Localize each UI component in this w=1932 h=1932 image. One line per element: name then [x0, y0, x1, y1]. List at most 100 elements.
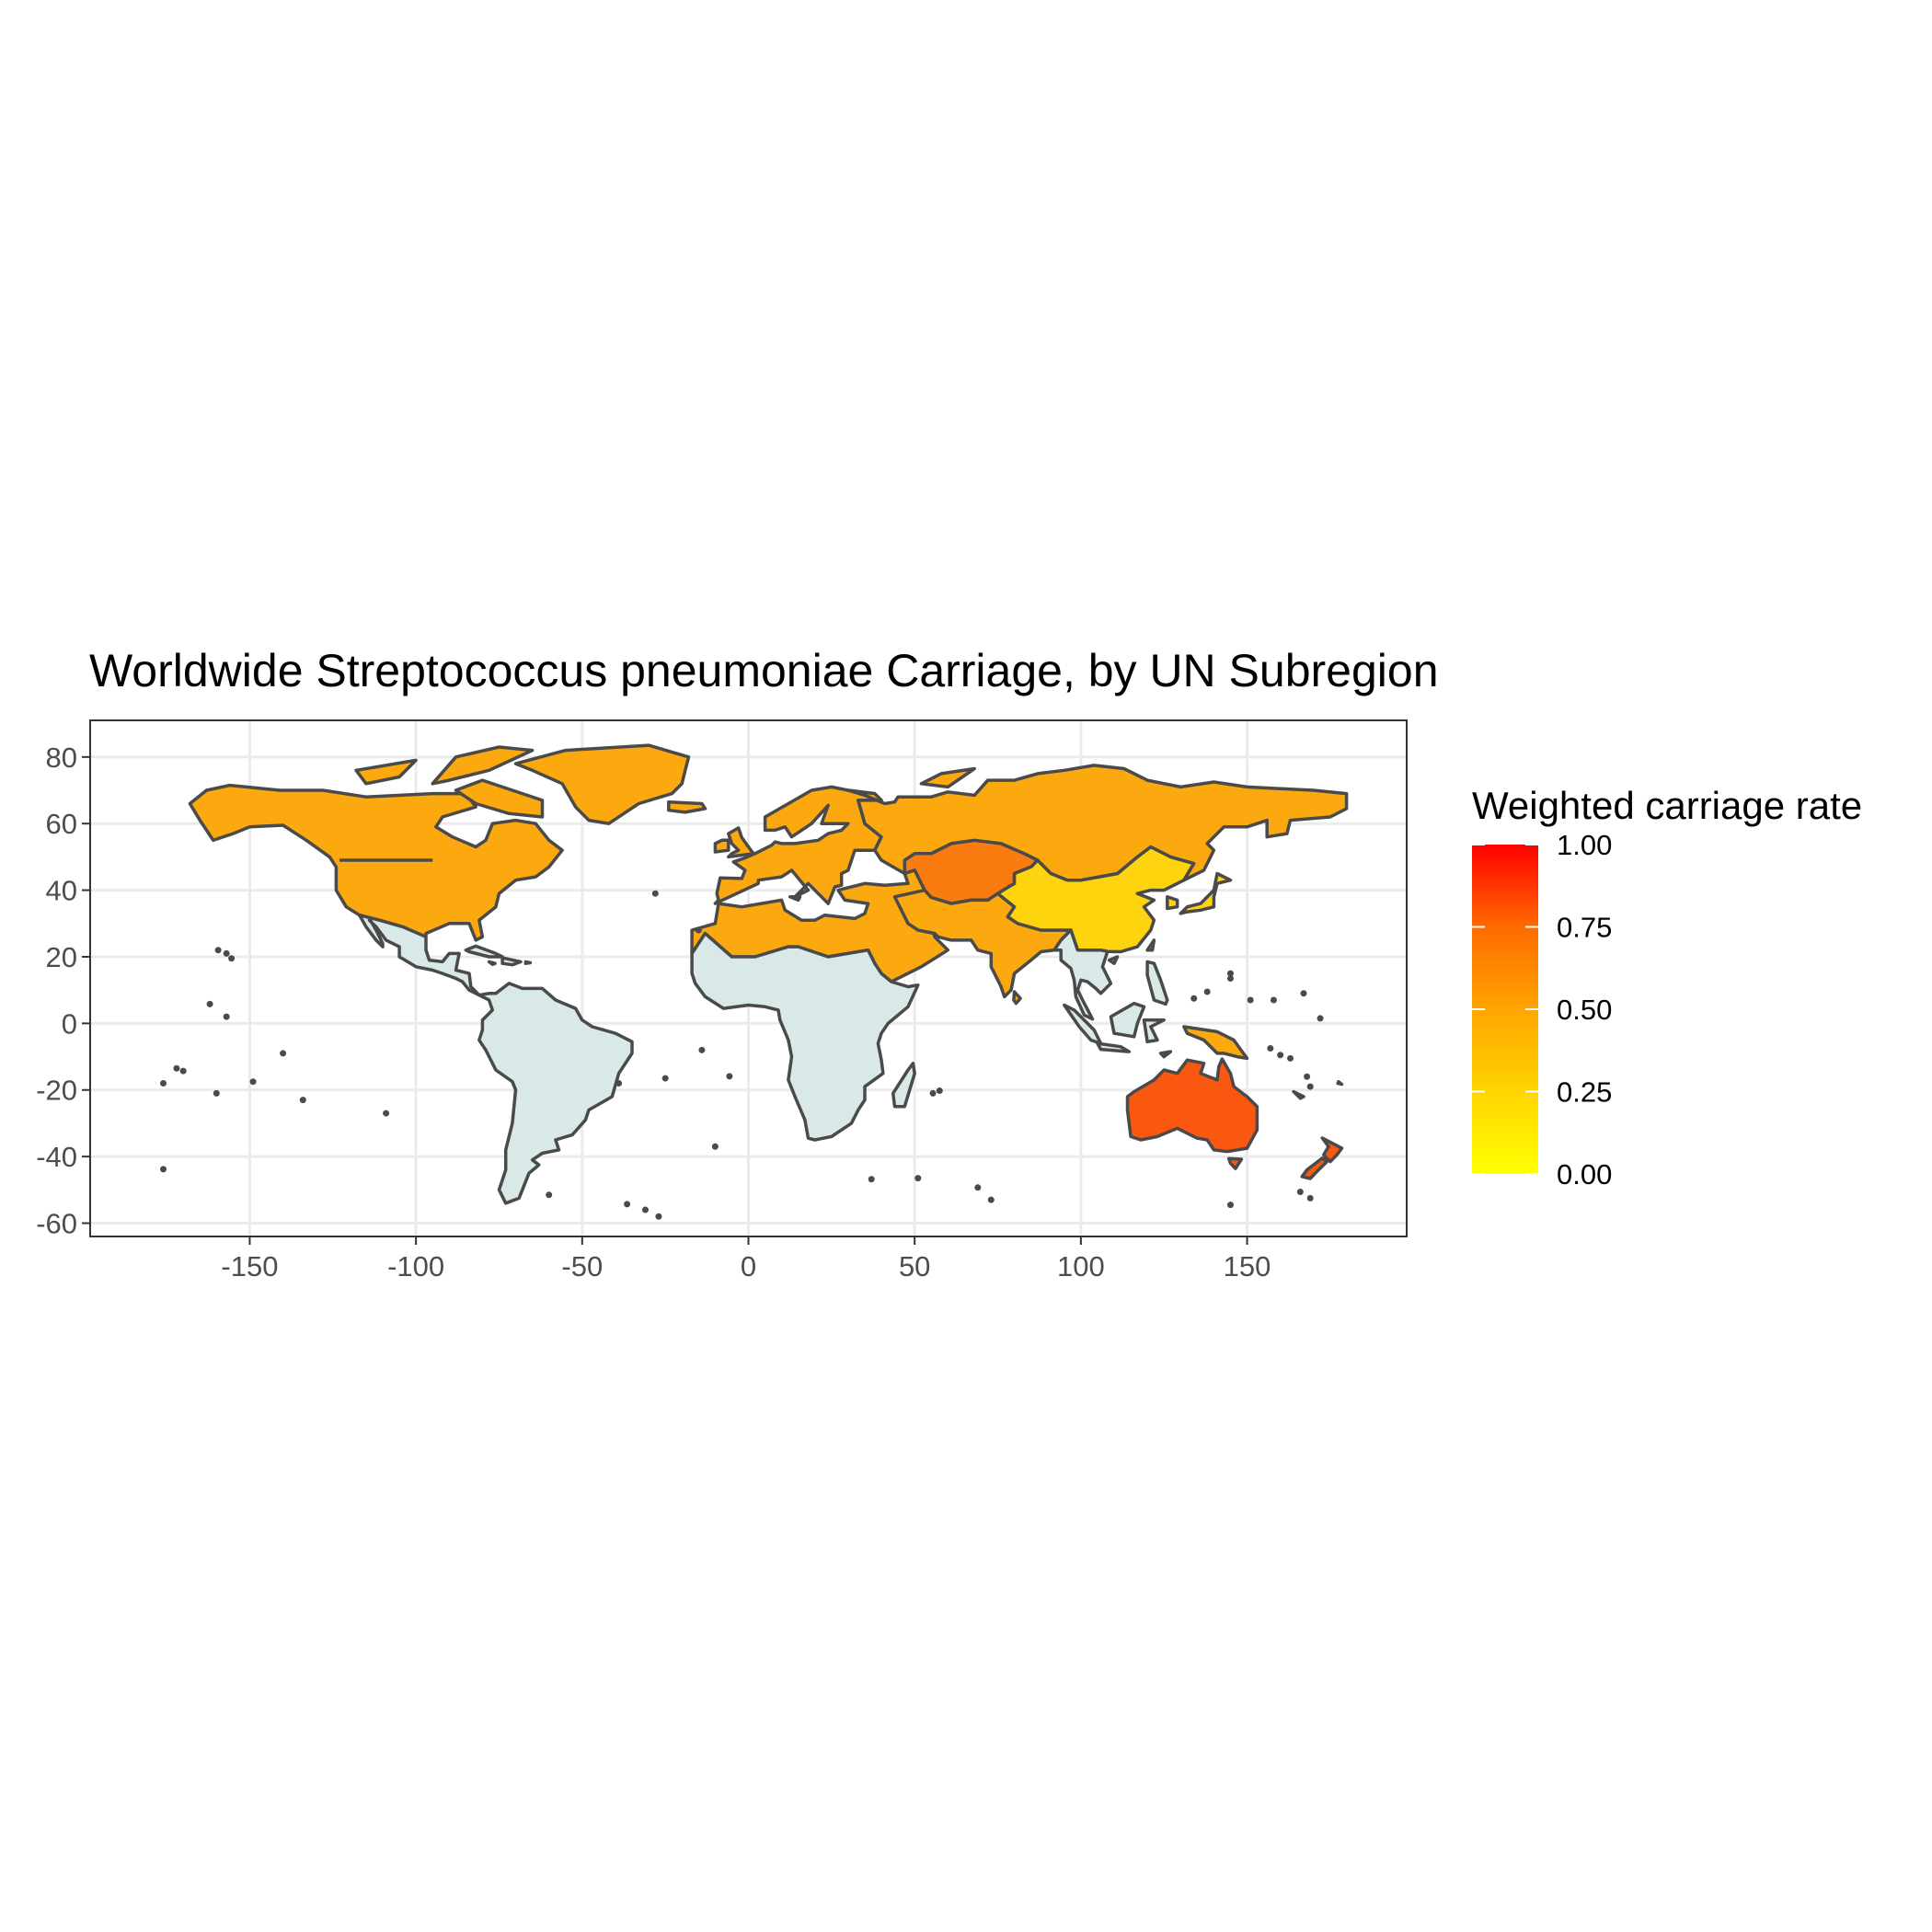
legend-label: 1.00 — [1557, 829, 1612, 861]
island-dot — [1270, 996, 1277, 1004]
island-dot — [698, 1046, 706, 1053]
y-tick-label: 40 — [46, 875, 77, 907]
region-eastern-asia — [1107, 955, 1120, 965]
region-australia-and-new-zealand — [1125, 1057, 1259, 1154]
x-tick-label: 0 — [741, 1250, 756, 1282]
island-dot — [179, 1067, 187, 1075]
y-tick-label: 0 — [62, 1007, 77, 1040]
island-dot — [223, 1013, 230, 1020]
island-dot — [615, 1080, 623, 1087]
island-dot — [299, 1097, 306, 1104]
region-latin-america-caribbean — [500, 956, 523, 967]
region-northern-america — [513, 743, 691, 825]
region-europe — [788, 895, 802, 903]
island-dot — [1203, 988, 1211, 995]
region-melanesia — [1292, 1089, 1305, 1100]
region-australia-and-new-zealand — [1300, 1156, 1329, 1180]
island-dot — [914, 1175, 922, 1182]
island-dot — [280, 1050, 287, 1057]
region-northern-america — [454, 778, 545, 819]
map-regions — [160, 743, 1349, 1220]
island-dot — [1267, 1045, 1274, 1052]
region-southern-asia — [1012, 990, 1022, 1006]
island-dot — [974, 1184, 982, 1191]
island-dot — [1226, 975, 1234, 982]
island-dot — [173, 1064, 180, 1072]
island-dot — [1226, 1202, 1234, 1209]
x-tick-label: 150 — [1224, 1250, 1271, 1282]
island-dot — [655, 1213, 662, 1220]
island-dot — [213, 1089, 220, 1097]
island-dot — [1306, 1083, 1314, 1090]
region-eastern-asia — [1145, 938, 1156, 952]
region-europe — [727, 826, 755, 859]
legend-label: 0.00 — [1557, 1158, 1612, 1190]
x-tick-label: 50 — [899, 1250, 930, 1282]
region-eastern-asia — [1166, 895, 1179, 911]
y-axis: 80 60 40 20 0 -20 -40 -60 — [36, 742, 90, 1240]
island-dot — [206, 1000, 213, 1007]
island-dot — [223, 949, 230, 957]
region-northern-america — [431, 745, 535, 786]
island-dot — [987, 1196, 995, 1203]
island-dot — [641, 1206, 649, 1213]
island-dot — [160, 1080, 167, 1087]
island-dot — [1190, 995, 1198, 1002]
color-legend: 1.00 0.75 0.50 0.25 0.00 — [1472, 829, 1612, 1190]
region-eastern-asia — [1179, 871, 1233, 915]
region-sub-saharan-africa — [690, 931, 920, 1142]
island-dot — [546, 1191, 553, 1199]
island-dot — [936, 1087, 943, 1094]
island-dot — [929, 1089, 937, 1097]
island-dot — [1287, 1054, 1294, 1062]
legend-label: 0.50 — [1557, 994, 1612, 1026]
island-dot — [868, 1176, 875, 1183]
region-europe — [713, 838, 730, 854]
y-tick-label: 80 — [46, 742, 77, 774]
island-dot — [249, 1078, 257, 1086]
region-australia-and-new-zealand — [1226, 1156, 1244, 1170]
island-dot — [651, 890, 659, 897]
region-south-eastern-asia — [1096, 1041, 1132, 1053]
region-melanesia — [1182, 1025, 1249, 1061]
legend-label: 0.75 — [1557, 912, 1612, 944]
island-dot — [624, 1201, 631, 1208]
legend-label: 0.25 — [1557, 1076, 1612, 1109]
x-tick-label: -100 — [387, 1250, 444, 1282]
region-australia-and-new-zealand — [1320, 1136, 1344, 1164]
island-dot — [1226, 970, 1234, 977]
region-melanesia — [1336, 1079, 1344, 1087]
region-south-eastern-asia — [1145, 960, 1169, 1006]
region-russia — [846, 764, 1349, 882]
region-latin-america-caribbean — [523, 960, 533, 965]
y-tick-label: 60 — [46, 808, 77, 840]
island-dot — [726, 1073, 733, 1080]
region-south-eastern-asia — [1109, 1001, 1146, 1039]
island-dot — [1300, 990, 1307, 997]
region-europe — [713, 785, 883, 905]
x-axis: -150 -100 -50 0 50 100 150 — [221, 1236, 1271, 1282]
region-northern-america — [667, 799, 707, 814]
y-tick-label: -20 — [36, 1075, 77, 1107]
island-dot — [711, 1143, 719, 1150]
island-dot — [1277, 1052, 1284, 1059]
island-dot — [695, 926, 702, 934]
region-russia — [919, 766, 976, 789]
region-south-eastern-asia — [1052, 928, 1113, 1021]
region-latin-america-caribbean — [487, 960, 497, 967]
island-dot — [383, 1110, 390, 1117]
island-dot — [214, 947, 222, 954]
region-south-eastern-asia — [1142, 1018, 1166, 1044]
chart-title: Worldwide Streptococcus pneumoniae Carri… — [89, 645, 1439, 696]
x-tick-label: 100 — [1057, 1250, 1105, 1282]
island-dot — [160, 1166, 167, 1173]
region-south-eastern-asia — [1158, 1050, 1173, 1059]
island-dot — [1296, 1189, 1304, 1196]
region-northern-america — [354, 758, 418, 786]
x-tick-label: -150 — [221, 1250, 278, 1282]
region-latin-america-caribbean — [357, 913, 634, 1205]
island-dot — [1317, 1015, 1324, 1022]
island-dot — [1306, 1194, 1314, 1202]
island-dot — [228, 955, 236, 962]
